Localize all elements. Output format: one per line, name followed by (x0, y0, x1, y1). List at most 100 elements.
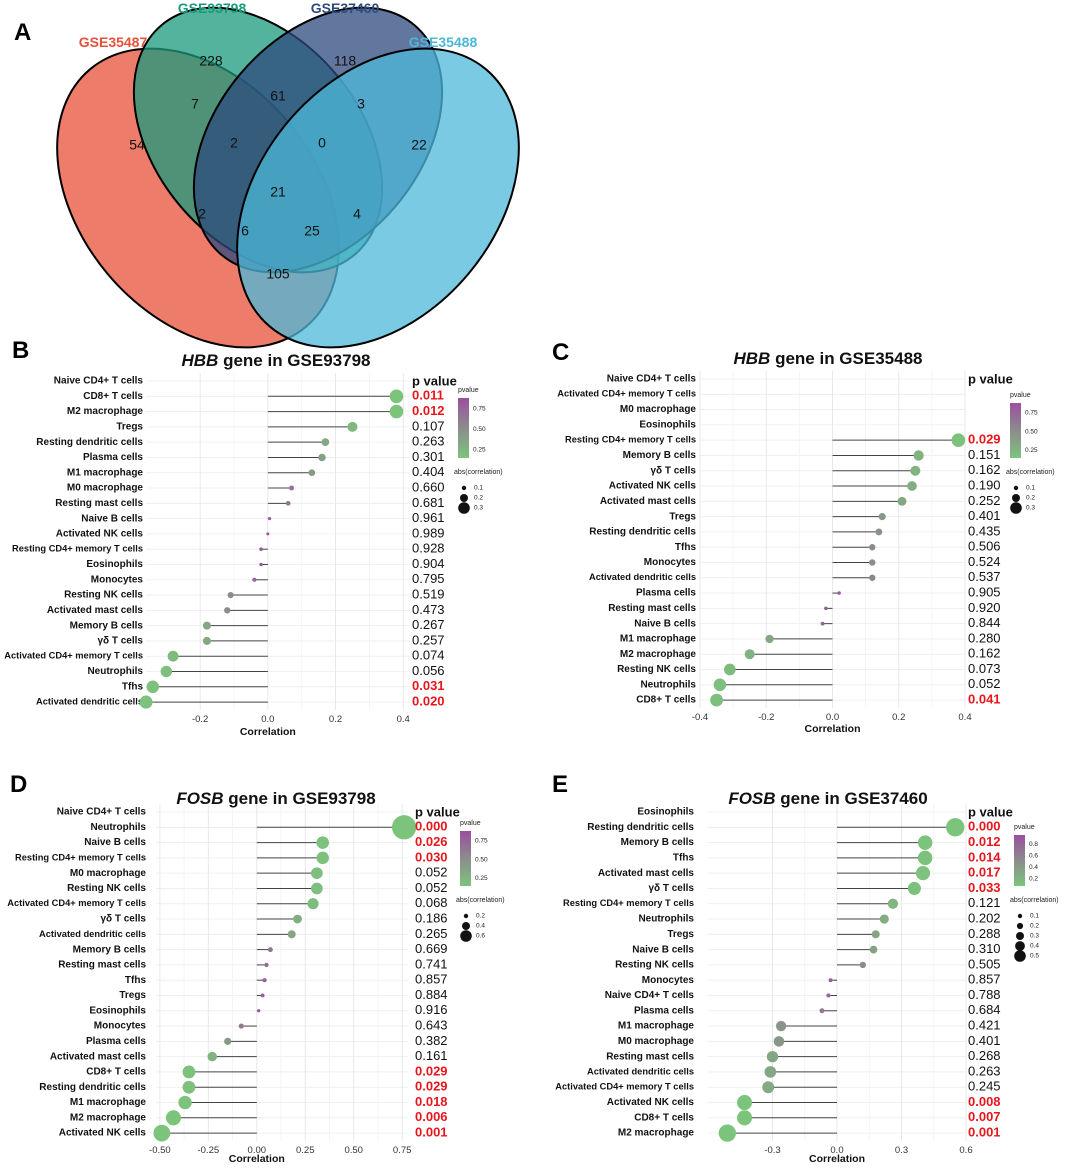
lollipop-dot (182, 1065, 196, 1079)
category-label: Activated mast cells (50, 1051, 147, 1062)
legend-size-dot (1017, 913, 1023, 919)
venn-count-r_35487_35488: 105 (266, 266, 290, 282)
lollipop-dot (828, 978, 833, 983)
legend-size-title: abs(correlation) (454, 469, 503, 476)
pvalue: 0.252 (968, 493, 1001, 508)
category-label: γδ T cells (100, 914, 146, 925)
pvalue-significant: 0.020 (412, 694, 445, 709)
chart-panel-D: FOSB gene in GSE93798 p value Naive CD4+ T… (7, 789, 504, 1165)
category-label: M1 macrophage (620, 634, 697, 645)
category-label: Monocytes (94, 1021, 147, 1032)
pvalue: 0.928 (412, 541, 445, 556)
category-label: Resting mast cells (58, 960, 146, 971)
venn-set-label: GSE37460 (311, 0, 380, 16)
category-label: Resting dendritic cells (587, 822, 694, 833)
x-tick-label: -0.3 (764, 1145, 780, 1156)
lollipop-dot (826, 993, 831, 998)
panel-letter-B: B (12, 337, 29, 364)
category-label: Memory B cells (73, 944, 147, 955)
pvalue-significant: 0.026 (415, 834, 448, 849)
lollipop-dot (897, 496, 907, 506)
legend-pvalue: pvalue 0.75 0.50 0.25 (1010, 392, 1038, 458)
x-tick-label: 0.50 (344, 1145, 363, 1156)
lollipop-dot (257, 1009, 261, 1013)
category-label: Tfhs (125, 975, 147, 986)
lollipop-dot (389, 404, 404, 419)
category-label: M0 macrophage (67, 483, 144, 494)
venn-count-r_93798_35488: 4 (353, 206, 361, 222)
legend-pvalue-title: pvalue (1010, 392, 1031, 399)
category-label: Activated dendritic cells (587, 1066, 694, 1076)
title-suffix: gene in GSE93798 (218, 351, 370, 370)
legend-size-dot (1010, 502, 1022, 514)
category-label: γδ T cells (97, 636, 143, 647)
pvalue: 0.288 (968, 926, 1001, 941)
pvalue: 0.404 (412, 464, 445, 479)
legend-size-tick: 0.5 (1030, 953, 1039, 960)
x-tick-label: 0.0 (261, 714, 274, 725)
lollipop-dot (887, 898, 899, 909)
pvalue: 0.267 (412, 617, 445, 632)
legend-size-dot (1016, 932, 1024, 940)
legend-pvalue-title: pvalue (460, 820, 481, 827)
legend-pvalue-tick: 0.75 (475, 838, 488, 845)
pvalue: 0.401 (968, 508, 1001, 523)
lollipop-dot (202, 636, 211, 645)
legend-size-tick: 0.1 (1030, 913, 1039, 920)
legend-pvalue: pvalue 0.8 0.6 0.4 0.2 (1014, 824, 1038, 886)
category-label: Resting mast cells (55, 498, 143, 509)
category-label: M0 macrophage (70, 868, 147, 879)
lollipop-dot (869, 945, 878, 954)
legend-size-dot (1014, 950, 1026, 962)
pvalue: 0.916 (415, 1002, 448, 1017)
lollipop-dot (910, 465, 921, 476)
category-label: Activated CD4+ memory T cells (7, 898, 146, 908)
category-label: Naive B cells (632, 944, 694, 955)
category-label: Neutrophils (90, 822, 146, 833)
venn-count-only_35488: 22 (411, 137, 427, 153)
venn-count-r_93798_37460: 61 (270, 88, 286, 104)
lollipop-dot (262, 978, 267, 983)
category-label: Naive B cells (81, 513, 143, 524)
category-label: Naive B cells (634, 618, 696, 629)
pvalue: 0.074 (412, 648, 445, 663)
category-label: M2 macrophage (70, 1112, 147, 1123)
legend-size-dot (458, 502, 470, 514)
venn-count-r_35487_93798: 7 (191, 96, 199, 112)
category-label: Naive CD4+ T cells (607, 374, 697, 385)
lollipop-dot (308, 469, 316, 477)
lollipop-dot (182, 1080, 196, 1094)
legend-size-dot (463, 913, 469, 919)
pvalue: 0.310 (968, 941, 1001, 956)
lollipop-dot (837, 591, 841, 595)
legend-size-tick: 0.4 (476, 923, 485, 930)
x-tick-label: 0.3 (895, 1145, 908, 1156)
legend-size-tick: 0.4 (1030, 943, 1039, 950)
x-tick-label: 0.4 (397, 714, 410, 725)
lollipop-dot (737, 1094, 753, 1111)
pvalue: 0.161 (415, 1048, 448, 1063)
category-label: Activated NK cells (609, 481, 697, 492)
panel-letter-C: C (552, 339, 569, 366)
pvalue: 0.052 (415, 880, 448, 895)
pvalue-significant: 0.029 (415, 1079, 448, 1094)
pvalue-significant: 0.000 (968, 819, 1001, 834)
lollipop-dot (267, 947, 273, 953)
category-label: Memory B cells (70, 620, 144, 631)
category-label: CD8+ T cells (86, 1067, 146, 1078)
legend-pvalue-tick: 0.25 (475, 875, 488, 882)
lollipop-dot (160, 665, 173, 678)
category-label: Neutrophils (87, 666, 143, 677)
lollipop-dot (321, 438, 330, 447)
chart-title: FOSB gene in GSE37460 (728, 789, 927, 808)
legend-size-dot (460, 930, 472, 942)
lollipop-dot (165, 1110, 181, 1126)
legend-size: abs(correlation) 0.2 0.4 0.6 (456, 897, 505, 942)
category-label: Memory B cells (621, 837, 695, 848)
category-label: M1 macrophage (67, 467, 144, 478)
pvalue-significant: 0.006 (415, 1109, 448, 1124)
venn-count-r_35487_37460_35488: 6 (241, 223, 249, 239)
lollipop-dot (951, 433, 966, 447)
pvalue: 0.660 (412, 479, 445, 494)
